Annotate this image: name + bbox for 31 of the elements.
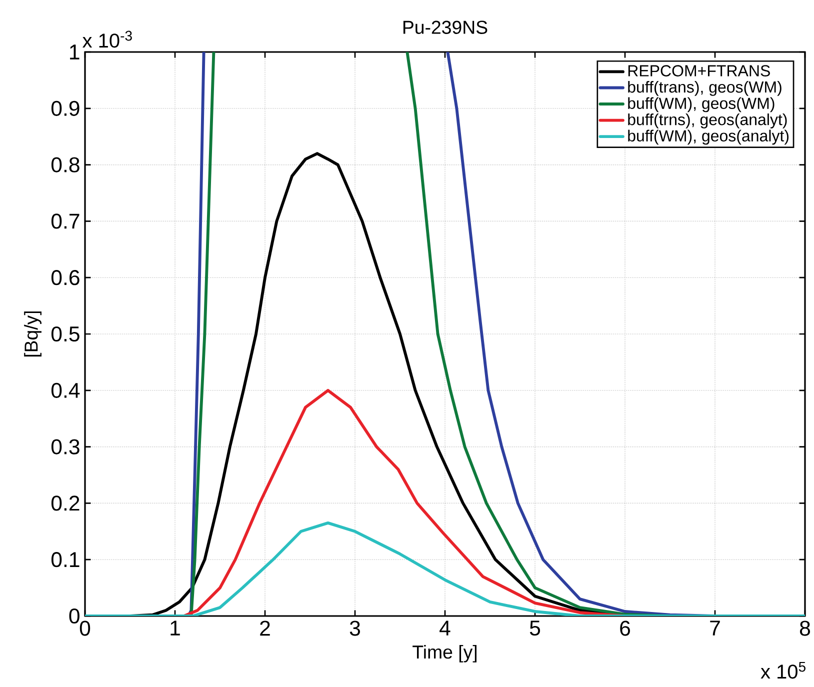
y-axis-title: [Bq/y]	[24, 311, 42, 357]
y-tick-label: 0.4	[51, 382, 80, 398]
line-series	[85, 521, 805, 616]
chart-title: Pu-239NS	[403, 20, 488, 34]
x-tick-label: 8	[800, 620, 810, 636]
y-tick-label: 0.3	[51, 439, 80, 454]
text: x 10$^{-3}$	[82, 30, 132, 48]
y-tick-label: 0.5	[51, 326, 80, 342]
y-tick-label: 1	[70, 44, 80, 60]
legend-label: buff(trns), geos(analyt)	[628, 113, 787, 128]
y-tick-label: 0	[69, 608, 80, 624]
legend-label: buff(WM), geos(WM)	[628, 97, 774, 112]
y-tick-label: 0.7	[51, 214, 80, 229]
legend-label: REPCOM+FTRANS	[628, 65, 770, 76]
y-tick-label: 0.2	[51, 496, 80, 511]
text: x 10$^{5}$	[760, 662, 806, 679]
x-tick-label: 4	[440, 620, 450, 636]
x-tick-label: 6	[620, 620, 630, 636]
x-tick-label: 5	[530, 620, 540, 636]
y-tick-label: 0.1	[51, 552, 80, 568]
x-tick-label: 2	[260, 620, 270, 636]
x-axis-title: Time [y]	[412, 644, 476, 662]
y-tick-label: 0.8	[51, 157, 80, 172]
x-tick-label: 1	[170, 620, 180, 636]
legend-label: buff(WM), geos(analyt)	[628, 130, 788, 145]
legend-label: buff(trans), geos(WM)	[628, 80, 782, 96]
x-tick-label: 7	[710, 620, 720, 636]
x-tick-label: 0	[80, 620, 90, 636]
x-tick-label: 3	[350, 620, 360, 636]
y-tick-label: 0.9	[51, 100, 80, 116]
y-tick-label: 0.6	[51, 270, 80, 286]
